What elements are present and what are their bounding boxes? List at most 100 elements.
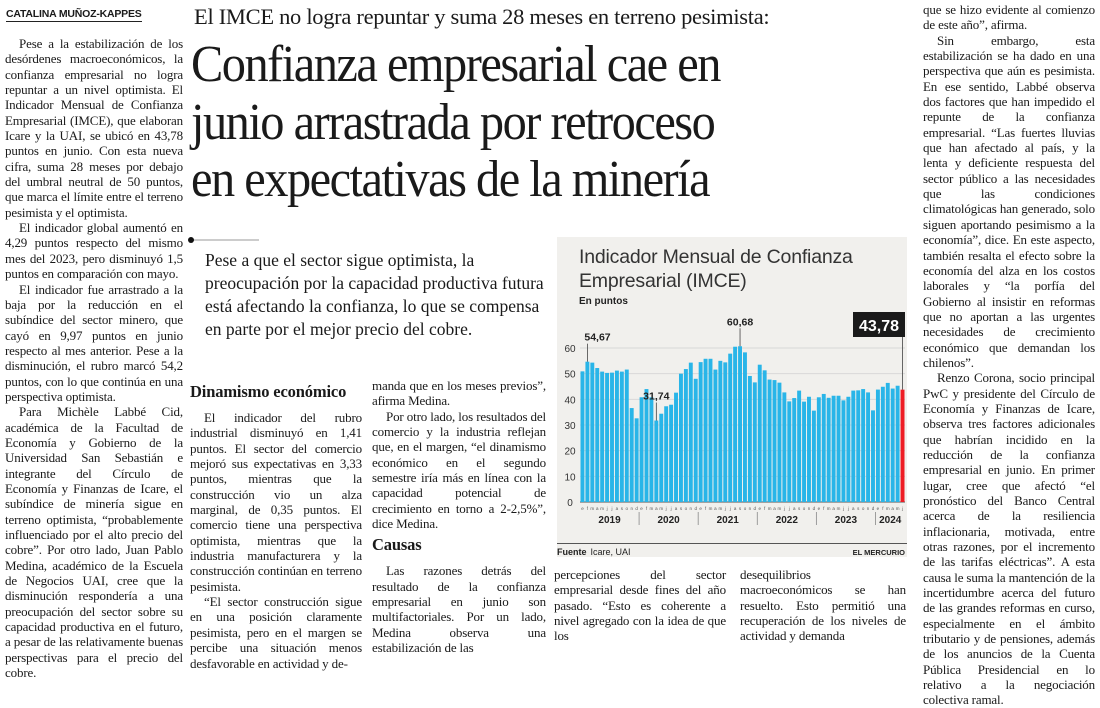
year-label: 2020 bbox=[658, 515, 681, 526]
imce-chart: 0 10 20 30 40 50 60 e f m a m j j a s o n d e f m a m j j a s o n d e f m… bbox=[557, 237, 907, 557]
bar bbox=[767, 379, 772, 502]
year-label: 2024 bbox=[879, 515, 902, 526]
month-label: o bbox=[862, 506, 865, 511]
month-label: j bbox=[842, 506, 844, 511]
bar bbox=[861, 389, 866, 502]
paragraph: El indicador fue arrastrado a la baja po… bbox=[5, 281, 183, 404]
bar bbox=[718, 360, 723, 502]
bar bbox=[836, 395, 841, 502]
month-label: a bbox=[832, 506, 835, 511]
headline: Confianza empresarial cae en junio arras… bbox=[191, 36, 851, 209]
month-label: j bbox=[606, 506, 608, 511]
month-label: m bbox=[886, 506, 890, 511]
paragraph: Sin embargo, esta estabilización se ha d… bbox=[923, 32, 1095, 370]
month-label: d bbox=[635, 506, 638, 511]
y-tick-label: 60 bbox=[564, 344, 576, 355]
bar bbox=[747, 375, 752, 502]
month-label: s bbox=[857, 506, 860, 511]
year-label: 2023 bbox=[835, 515, 858, 526]
bar bbox=[841, 400, 846, 502]
bar bbox=[880, 386, 885, 502]
bar bbox=[752, 382, 757, 502]
month-label: m bbox=[600, 506, 604, 511]
year-label: 2019 bbox=[598, 515, 621, 526]
month-label: j bbox=[847, 506, 849, 511]
month-label: e bbox=[640, 506, 643, 511]
bar bbox=[614, 370, 619, 502]
month-label: m bbox=[896, 506, 900, 511]
paragraph: El indicador del rubro industrial dismin… bbox=[190, 410, 362, 594]
paragraph: manda que en los meses previos”, afirma … bbox=[372, 378, 546, 409]
bar bbox=[723, 362, 728, 502]
bar bbox=[624, 369, 629, 502]
bar bbox=[610, 372, 614, 502]
bar bbox=[600, 371, 605, 502]
bar bbox=[856, 390, 861, 502]
headline-line: Confianza empresarial cae en bbox=[191, 36, 721, 93]
column-6: que se hizo evidente al comienzo de este… bbox=[923, 2, 1095, 708]
bar bbox=[866, 392, 871, 502]
bar bbox=[654, 420, 659, 502]
month-label: m bbox=[650, 506, 654, 511]
month-label: j bbox=[670, 506, 672, 511]
month-label: e bbox=[818, 506, 821, 511]
paragraph: Las razones detrás del resultado de la c… bbox=[372, 563, 546, 656]
column-1: Pese a la estabilización de los desórden… bbox=[5, 36, 183, 680]
paragraph: percepciones del sector empresarial desd… bbox=[554, 567, 726, 644]
month-label: o bbox=[685, 506, 688, 511]
bar bbox=[846, 396, 851, 502]
month-label: o bbox=[744, 506, 747, 511]
month-label: f bbox=[823, 506, 825, 511]
month-label: a bbox=[891, 506, 894, 511]
bar bbox=[890, 388, 895, 502]
chart-title: Indicador Mensual de Confianza Empresari… bbox=[579, 246, 853, 292]
paragraph: Para Michèle Labbé Cid, académica de la … bbox=[5, 404, 183, 681]
month-label: e bbox=[758, 506, 761, 511]
bar bbox=[895, 385, 900, 502]
bar bbox=[816, 397, 821, 502]
bar bbox=[708, 358, 713, 502]
kicker: El IMCE no logra repuntar y suma 28 mese… bbox=[194, 4, 770, 29]
section-heading: Causas bbox=[372, 535, 422, 555]
month-label: f bbox=[646, 506, 648, 511]
month-label: d bbox=[754, 506, 757, 511]
bar bbox=[787, 401, 792, 502]
paragraph: “El sector construcción sigue en una pos… bbox=[190, 594, 362, 671]
bar bbox=[875, 389, 880, 502]
month-label: m bbox=[778, 506, 782, 511]
month-label: m bbox=[590, 506, 594, 511]
bar bbox=[713, 369, 718, 502]
section-heading: Dinamismo económico bbox=[190, 382, 347, 401]
bar bbox=[669, 404, 674, 502]
bar bbox=[802, 401, 807, 502]
bar bbox=[605, 372, 610, 502]
bar bbox=[683, 369, 688, 502]
paragraph: El indicador global aumentó en 4,29 punt… bbox=[5, 220, 183, 282]
annotation-label: 60,68 bbox=[727, 316, 753, 328]
bar bbox=[698, 362, 703, 502]
month-label: j bbox=[665, 506, 667, 511]
bar bbox=[678, 373, 683, 502]
month-label: m bbox=[768, 506, 772, 511]
bar bbox=[821, 393, 826, 502]
y-tick-label: 30 bbox=[564, 421, 576, 432]
month-label: n bbox=[867, 506, 870, 511]
month-label: j bbox=[901, 506, 903, 511]
month-label: m bbox=[827, 506, 831, 511]
annotation-label: 54,67 bbox=[584, 332, 610, 344]
month-label: a bbox=[793, 506, 796, 511]
bar bbox=[797, 390, 802, 502]
month-label: j bbox=[611, 506, 613, 511]
bar bbox=[772, 380, 777, 502]
month-label: s bbox=[798, 506, 801, 511]
month-label: f bbox=[764, 506, 766, 511]
y-tick-label: 10 bbox=[564, 472, 576, 483]
bar bbox=[733, 346, 738, 502]
month-label: a bbox=[714, 506, 717, 511]
bar bbox=[885, 382, 890, 502]
month-label: a bbox=[655, 506, 658, 511]
month-label: j bbox=[724, 506, 726, 511]
column-4: percepciones del sector empresarial desd… bbox=[554, 567, 726, 644]
month-label: m bbox=[709, 506, 713, 511]
month-label: a bbox=[734, 506, 737, 511]
